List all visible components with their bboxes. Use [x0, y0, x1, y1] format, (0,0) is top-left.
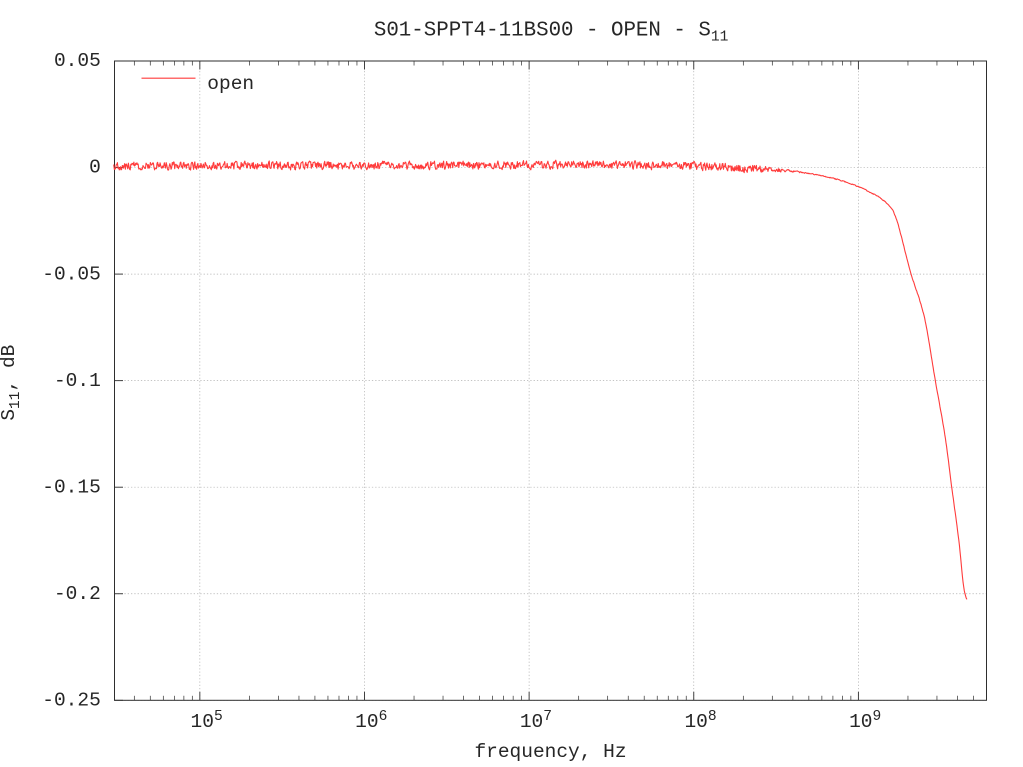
svg-text:0: 0	[89, 157, 101, 179]
svg-text:frequency, Hz: frequency, Hz	[474, 741, 626, 763]
svg-text:-0.25: -0.25	[42, 689, 101, 711]
svg-text:-0.05: -0.05	[42, 263, 101, 285]
svg-text:0.05: 0.05	[54, 50, 101, 72]
svg-text:open: open	[207, 73, 254, 95]
svg-text:-0.15: -0.15	[42, 476, 101, 498]
svg-text:-0.2: -0.2	[54, 583, 101, 605]
svg-text:-0.1: -0.1	[54, 370, 101, 392]
svg-text:S01-SPPT4-11BS00 - OPEN - S11: S01-SPPT4-11BS00 - OPEN - S11	[374, 20, 729, 46]
